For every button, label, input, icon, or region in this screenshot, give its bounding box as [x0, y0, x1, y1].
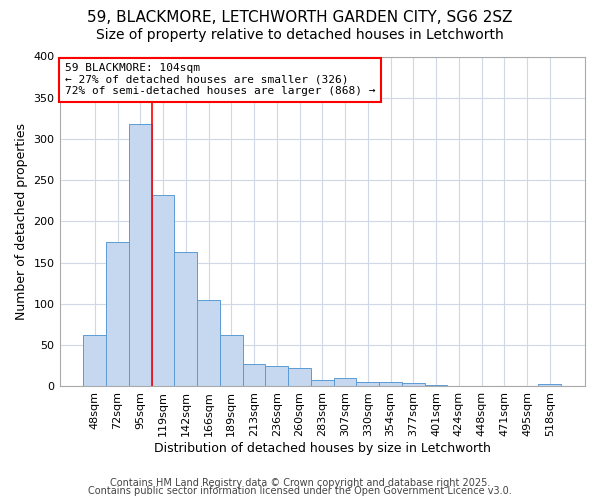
Bar	[311, 380, 334, 386]
Bar	[288, 368, 311, 386]
Bar	[538, 384, 561, 386]
X-axis label: Distribution of detached houses by size in Letchworth: Distribution of detached houses by size …	[154, 442, 491, 455]
Bar	[425, 385, 448, 386]
Text: Size of property relative to detached houses in Letchworth: Size of property relative to detached ho…	[96, 28, 504, 42]
Text: 59 BLACKMORE: 104sqm
← 27% of detached houses are smaller (326)
72% of semi-deta: 59 BLACKMORE: 104sqm ← 27% of detached h…	[65, 63, 375, 96]
Bar	[356, 382, 379, 386]
Bar	[106, 242, 129, 386]
Text: Contains HM Land Registry data © Crown copyright and database right 2025.: Contains HM Land Registry data © Crown c…	[110, 478, 490, 488]
Text: Contains public sector information licensed under the Open Government Licence v3: Contains public sector information licen…	[88, 486, 512, 496]
Text: 59, BLACKMORE, LETCHWORTH GARDEN CITY, SG6 2SZ: 59, BLACKMORE, LETCHWORTH GARDEN CITY, S…	[87, 10, 513, 25]
Bar	[265, 366, 288, 386]
Bar	[402, 383, 425, 386]
Bar	[197, 300, 220, 386]
Bar	[334, 378, 356, 386]
Bar	[152, 195, 175, 386]
Bar	[175, 252, 197, 386]
Bar	[83, 336, 106, 386]
Bar	[220, 336, 242, 386]
Y-axis label: Number of detached properties: Number of detached properties	[15, 123, 28, 320]
Bar	[129, 124, 152, 386]
Bar	[379, 382, 402, 386]
Bar	[242, 364, 265, 386]
